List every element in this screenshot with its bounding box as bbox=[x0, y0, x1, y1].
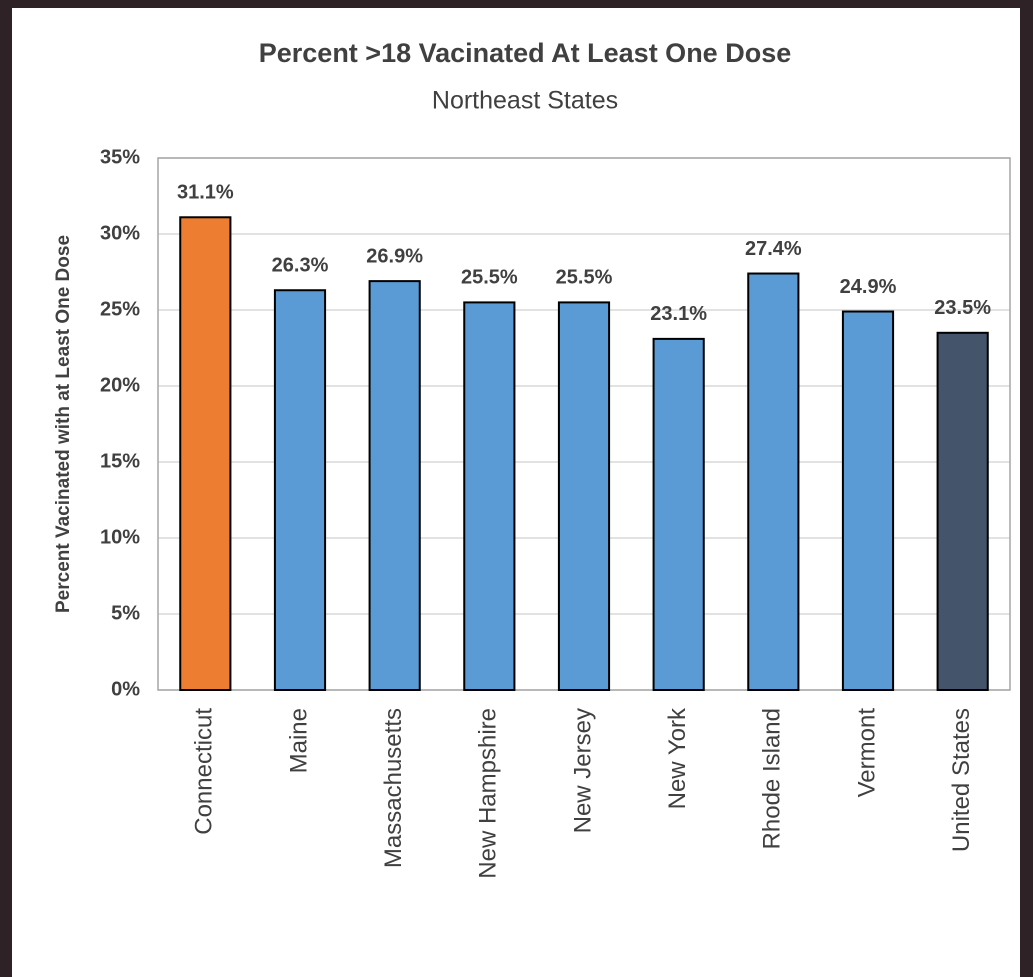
data-label: 24.9% bbox=[840, 276, 897, 298]
y-tick-label: 0% bbox=[111, 678, 140, 700]
data-label: 26.9% bbox=[366, 245, 423, 267]
bar bbox=[179, 216, 232, 691]
x-tick-label: Massachusetts bbox=[380, 708, 407, 868]
x-tick-label: New York bbox=[664, 707, 691, 809]
x-tick-label: New Jersey bbox=[569, 708, 596, 833]
x-tick-label: Maine bbox=[285, 708, 312, 773]
data-label: 23.5% bbox=[934, 297, 991, 319]
x-tick-label: New Hampshire bbox=[475, 708, 502, 879]
y-tick-label: 30% bbox=[100, 222, 140, 244]
y-axis-label: Percent Vacinated with at Least One Dose bbox=[53, 235, 74, 613]
y-tick-label: 20% bbox=[100, 374, 140, 396]
data-label: 31.1% bbox=[177, 182, 234, 204]
chart-title: Percent >18 Vacinated At Least One Dose bbox=[259, 38, 791, 68]
x-tick-label: Vermont bbox=[853, 708, 880, 798]
bar bbox=[747, 272, 800, 691]
x-tick-label: Connecticut bbox=[191, 708, 218, 835]
bar bbox=[368, 280, 421, 691]
data-label: 27.4% bbox=[745, 238, 802, 260]
x-tick-label: United States bbox=[948, 708, 975, 852]
x-tick-label: Rhode Island bbox=[759, 708, 786, 849]
data-label: 25.5% bbox=[556, 267, 613, 289]
chart-subtitle: Northeast States bbox=[432, 87, 618, 115]
bar bbox=[936, 331, 989, 691]
data-label: 26.3% bbox=[272, 255, 329, 277]
bar bbox=[273, 289, 327, 691]
data-label: 23.1% bbox=[650, 303, 707, 325]
bar bbox=[841, 310, 895, 691]
y-tick-label: 35% bbox=[100, 146, 140, 168]
y-tick-label: 15% bbox=[100, 450, 140, 472]
y-tick-label: 10% bbox=[100, 526, 140, 548]
y-tick-label: 25% bbox=[100, 298, 140, 320]
data-label: 25.5% bbox=[461, 267, 518, 289]
bar bbox=[652, 337, 705, 691]
y-tick-label: 5% bbox=[111, 602, 140, 624]
bar bbox=[557, 301, 611, 691]
bar bbox=[463, 301, 516, 691]
